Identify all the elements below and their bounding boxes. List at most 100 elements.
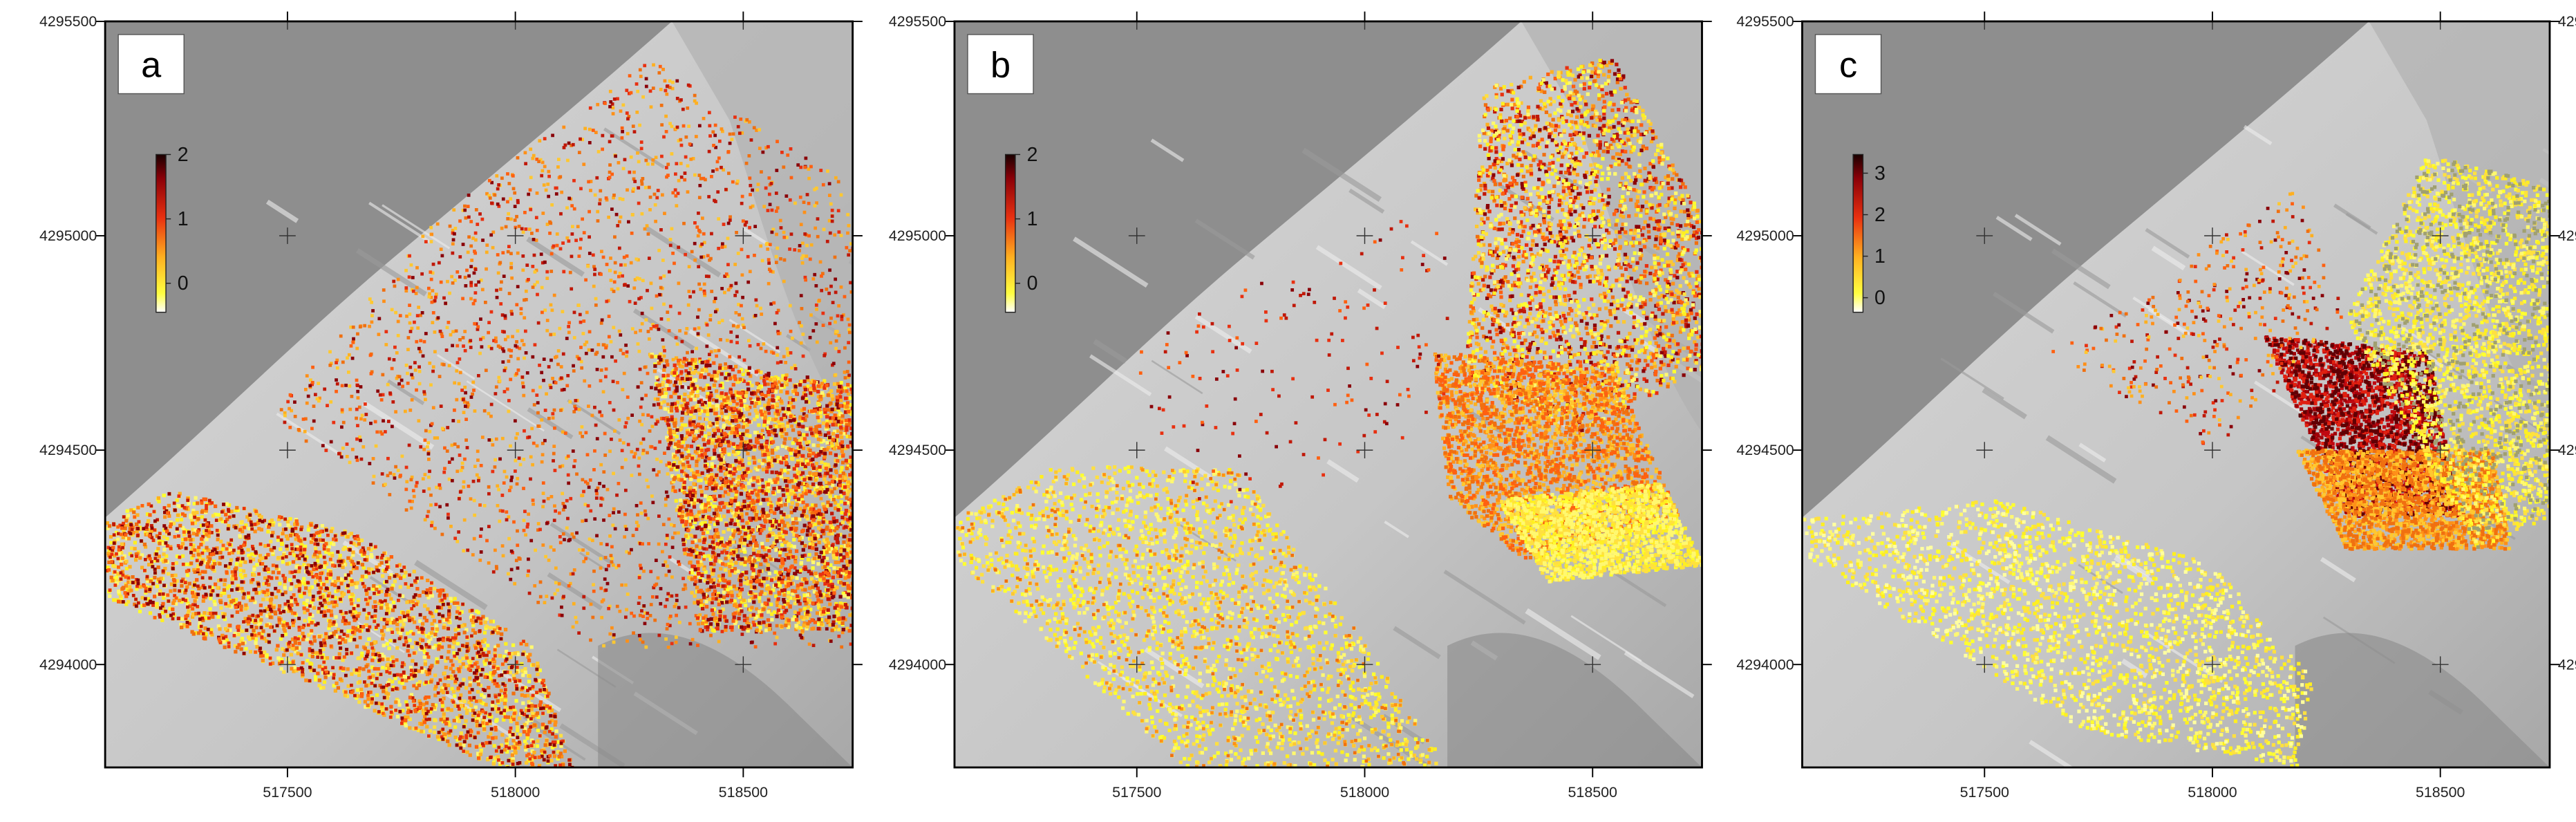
hillshade <box>1940 357 2004 400</box>
colorbar-tick-label: 2 <box>1027 144 1038 166</box>
hillshade <box>2029 740 2074 768</box>
hillshade <box>1093 339 1128 364</box>
grid-cross <box>1356 442 1373 459</box>
deposit-pixels <box>653 355 853 633</box>
hillshade <box>1570 615 1642 662</box>
hillshade <box>2045 435 2117 484</box>
grid-cross <box>279 656 296 673</box>
grid-cross <box>507 21 524 30</box>
grid-cross <box>735 442 752 459</box>
deposit-pixels <box>1466 67 1702 427</box>
grid-cross <box>2204 656 2221 673</box>
deposit-pixels <box>109 492 574 768</box>
y-tick-label: 4295000 <box>2558 227 2576 244</box>
grid-cross <box>1584 21 1601 30</box>
hillshade <box>414 559 488 610</box>
hillshade <box>2392 330 2470 382</box>
hillshade <box>1995 216 2033 241</box>
deposit-pixels <box>958 468 1431 768</box>
hillshade <box>1348 188 1385 214</box>
colorbar <box>156 153 167 313</box>
ridge-shade <box>2295 633 2550 768</box>
hillshade <box>2345 212 2378 235</box>
hillshade <box>1624 651 1695 698</box>
grid-cross <box>1356 21 1373 30</box>
colorbar <box>1852 153 1864 313</box>
x-tick-label: 518500 <box>1568 784 1617 801</box>
hillshade <box>547 572 603 610</box>
hillshade <box>1410 240 1449 266</box>
y-tick-label: 4295000 <box>889 227 946 244</box>
y-tick-label: 4295500 <box>1736 13 1794 30</box>
deposit-pixels <box>958 465 1438 768</box>
ridge-shade <box>598 633 853 768</box>
colorbar-tick-label: 1 <box>1874 245 1886 268</box>
colorbar <box>1004 153 1016 313</box>
hillshade <box>1194 315 1252 354</box>
y-tick-label: 4294500 <box>1736 442 1794 458</box>
map-frame <box>1801 20 2551 769</box>
colorbar-tick-label: 0 <box>1027 272 1038 295</box>
grid-cross <box>1976 227 1993 244</box>
grid-cross <box>1976 656 1993 673</box>
deposit-pixels <box>2084 202 2315 422</box>
map-content <box>1802 21 2550 768</box>
hillshade <box>276 412 343 457</box>
sea <box>105 21 673 518</box>
grid-cross <box>1976 442 1993 459</box>
hillshade <box>1443 570 1526 625</box>
deposit-pixels <box>2265 337 2458 518</box>
deposit-pixels <box>652 360 853 633</box>
deposit-pixels <box>650 355 853 633</box>
deposit-pixels <box>2300 449 2509 551</box>
y-tick-label: 4294500 <box>2558 442 2576 458</box>
colorbar-tick-label: 3 <box>1874 162 1886 185</box>
y-tick-label: 4294000 <box>889 656 946 673</box>
panel-label: c <box>1839 46 1857 86</box>
colorbar-tick-label: 0 <box>178 272 189 295</box>
hillshade <box>2145 227 2190 259</box>
map-content <box>954 21 1702 768</box>
ridge-shade <box>1447 633 1702 768</box>
colorbar-tick-label: 2 <box>178 144 189 166</box>
hillshade <box>444 692 520 742</box>
sea <box>1802 21 2369 518</box>
grid-cross <box>2204 442 2221 459</box>
hillshade <box>2051 248 2111 290</box>
hillshade <box>1301 147 1382 202</box>
grid-cross <box>507 227 524 244</box>
hillshade <box>355 248 427 297</box>
x-tick-label: 518000 <box>1340 784 1389 801</box>
grid-cross <box>1128 227 1145 244</box>
hillshade <box>361 400 435 450</box>
hillshade <box>1151 359 1203 395</box>
grid-cross <box>2432 21 2449 30</box>
y-tick-label: 4294500 <box>39 442 97 458</box>
hillshade <box>1525 608 1601 660</box>
colorbar-tick-label: 2 <box>1874 204 1886 226</box>
deposit-pixels <box>1466 61 1702 431</box>
grid-cross <box>1584 227 1601 244</box>
x-tick-label: 518000 <box>491 784 540 801</box>
hillshade <box>2014 214 2062 246</box>
colorbar-tick-label: 1 <box>178 208 189 230</box>
deposit-pixels <box>1434 353 1673 560</box>
hillshade <box>1150 138 1185 162</box>
hillshade <box>2078 442 2107 463</box>
hillshade <box>1073 236 1149 288</box>
colorbar-tick-label: 1 <box>1027 208 1038 230</box>
deposit-pixels <box>649 352 853 633</box>
grid-cross <box>279 227 296 244</box>
map-frame <box>104 20 854 769</box>
ridge-shade <box>1521 21 1702 433</box>
map-frame <box>953 20 1703 769</box>
hillshade <box>436 354 476 380</box>
grid-cross <box>735 227 752 244</box>
grid-cross <box>1356 656 1373 673</box>
hillshade <box>1384 520 1409 539</box>
hillshade <box>1357 288 1386 310</box>
hillshade <box>1315 245 1382 290</box>
hillshade <box>265 199 299 223</box>
deposit-pixels <box>1160 220 1446 504</box>
